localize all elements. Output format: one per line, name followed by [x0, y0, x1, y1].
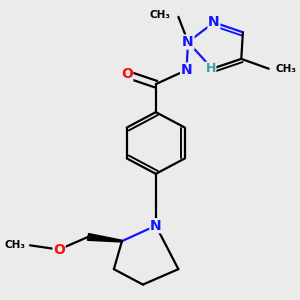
Text: N: N: [182, 35, 194, 49]
Polygon shape: [88, 234, 122, 242]
Text: N: N: [208, 15, 220, 29]
Text: CH₃: CH₃: [4, 240, 25, 250]
Text: CH₃: CH₃: [149, 10, 170, 20]
Text: CH₃: CH₃: [275, 64, 296, 74]
Text: H: H: [206, 62, 216, 75]
Text: N: N: [150, 219, 162, 233]
Text: N: N: [181, 63, 192, 77]
Text: O: O: [121, 67, 133, 81]
Text: O: O: [53, 242, 65, 256]
